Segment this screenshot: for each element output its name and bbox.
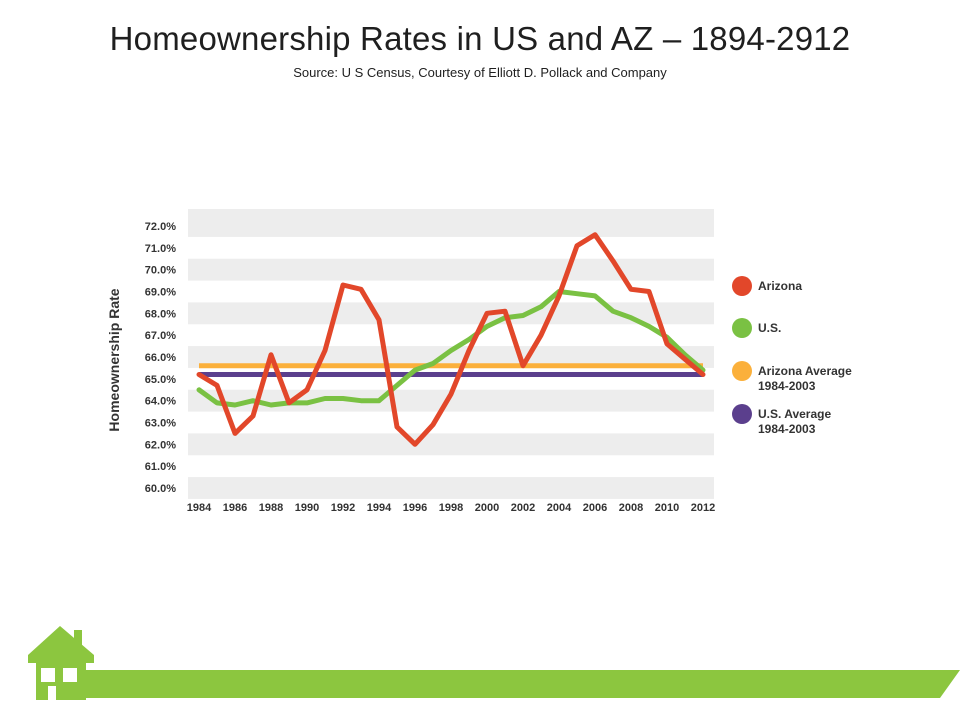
legend-label: U.S. Average xyxy=(758,407,831,421)
legend-label: U.S. xyxy=(758,321,781,335)
arizona-line xyxy=(196,232,706,447)
house-icon xyxy=(28,626,94,700)
legend-sublabel: 1984-2003 xyxy=(758,422,816,436)
y-tick-label: 72.0% xyxy=(145,221,176,233)
legend-marker-arizona-average xyxy=(732,361,752,381)
grid-bands xyxy=(188,209,714,499)
legend-marker-us xyxy=(732,318,752,338)
y-tick-label: 71.0% xyxy=(145,243,176,255)
footer-banner xyxy=(28,626,960,700)
y-axis-ticks: 72.0% 71.0% 70.0% 69.0% 68.0% 67.0% 66.0% 65.0%… xyxy=(145,221,176,495)
x-tick-label: 1990 xyxy=(295,502,319,514)
x-axis-ticks: 1984 1986 1988 1990 1992 1994 1996 1998 2000 2002… xyxy=(187,502,715,514)
y-tick-label: 63.0% xyxy=(145,418,176,430)
y-tick-label: 67.0% xyxy=(145,330,176,342)
x-tick-label: 1986 xyxy=(223,502,247,514)
x-tick-label: 1984 xyxy=(187,502,212,514)
chart-title: Homeownership Rates in US and AZ – 1894-… xyxy=(109,20,851,57)
legend-sublabel: 1984-2003 xyxy=(758,379,816,393)
y-tick-label: 61.0% xyxy=(145,461,176,473)
y-tick-label: 66.0% xyxy=(145,352,176,364)
x-tick-label: 2010 xyxy=(655,502,679,514)
grid-band xyxy=(188,302,714,325)
x-tick-label: 1998 xyxy=(439,502,463,514)
us-line xyxy=(196,289,706,408)
y-tick-label: 68.0% xyxy=(145,308,176,320)
legend-marker-arizona xyxy=(732,276,752,296)
grid-band xyxy=(188,258,714,281)
legend-label: Arizona Average xyxy=(758,364,852,378)
footer-green-bar xyxy=(40,670,960,698)
y-tick-label: 65.0% xyxy=(145,374,176,386)
x-tick-label: 2006 xyxy=(583,502,607,514)
chart-subtitle: Source: U S Census, Courtesy of Elliott … xyxy=(293,65,667,80)
y-tick-label: 62.0% xyxy=(145,439,176,451)
y-tick-label: 69.0% xyxy=(145,287,176,299)
x-tick-label: 2012 xyxy=(691,502,715,514)
series-lines xyxy=(196,232,706,447)
x-tick-label: 2008 xyxy=(619,502,643,514)
grid-band xyxy=(188,477,714,499)
y-tick-label: 60.0% xyxy=(145,483,176,495)
x-tick-label: 1994 xyxy=(367,502,392,514)
x-tick-label: 1996 xyxy=(403,502,427,514)
grid-band xyxy=(188,389,714,412)
grid-band xyxy=(188,433,714,456)
x-tick-label: 1992 xyxy=(331,502,355,514)
y-tick-label: 70.0% xyxy=(145,265,176,277)
x-tick-label: 1988 xyxy=(259,502,283,514)
x-tick-label: 2004 xyxy=(547,502,572,514)
legend-label: Arizona xyxy=(758,279,802,293)
y-axis-label: Homeownership Rate xyxy=(106,288,122,431)
legend-marker-us-average xyxy=(732,404,752,424)
x-tick-label: 2002 xyxy=(511,502,535,514)
grid-band xyxy=(188,209,714,237)
y-tick-label: 64.0% xyxy=(145,396,176,408)
x-tick-label: 2000 xyxy=(475,502,499,514)
